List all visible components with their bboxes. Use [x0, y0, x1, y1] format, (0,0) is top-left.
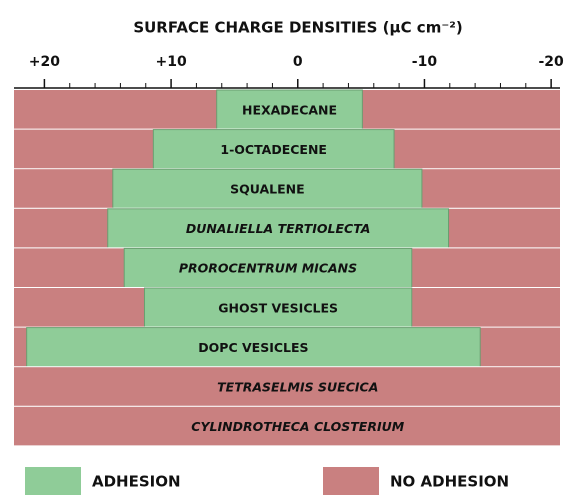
legend-label: NO ADHESION	[390, 473, 509, 491]
no-adhesion-row	[14, 367, 560, 407]
legend-label: ADHESION	[92, 473, 181, 491]
category-label: PROROCENTRUM MICANS	[179, 261, 357, 276]
x-tick-label: +20	[29, 54, 60, 70]
category-label: CYLINDROTHECA CLOSTERIUM	[191, 419, 404, 434]
category-label: TETRASELMIS SUECICA	[217, 380, 378, 395]
x-tick-label: -10	[412, 54, 438, 70]
category-label: 1-OCTADECENE	[220, 142, 327, 157]
legend-swatch	[323, 467, 379, 495]
category-label: DUNALIELLA TERTIOLECTA	[186, 221, 371, 236]
category-label: GHOST VESICLES	[218, 300, 338, 315]
x-tick-label: -20	[538, 54, 564, 70]
adhesion-bar	[112, 168, 423, 210]
chart-title: SURFACE CHARGE DENSITIES (μC cm⁻²)	[133, 19, 462, 37]
no-adhesion-row	[14, 406, 560, 447]
adhesion-bar	[107, 208, 450, 249]
adhesion-bar	[152, 129, 395, 170]
category-label: DOPC VESICLES	[198, 340, 308, 355]
x-tick-label: 0	[293, 54, 303, 70]
adhesion-bar	[216, 89, 363, 131]
category-label: SQUALENE	[230, 182, 305, 197]
adhesion-bar	[26, 327, 481, 368]
legend-swatch	[25, 467, 81, 495]
category-label: HEXADECANE	[242, 102, 337, 117]
adhesion-bar	[143, 287, 413, 329]
x-tick-label: +10	[155, 54, 186, 70]
adhesion-bar	[123, 247, 413, 289]
